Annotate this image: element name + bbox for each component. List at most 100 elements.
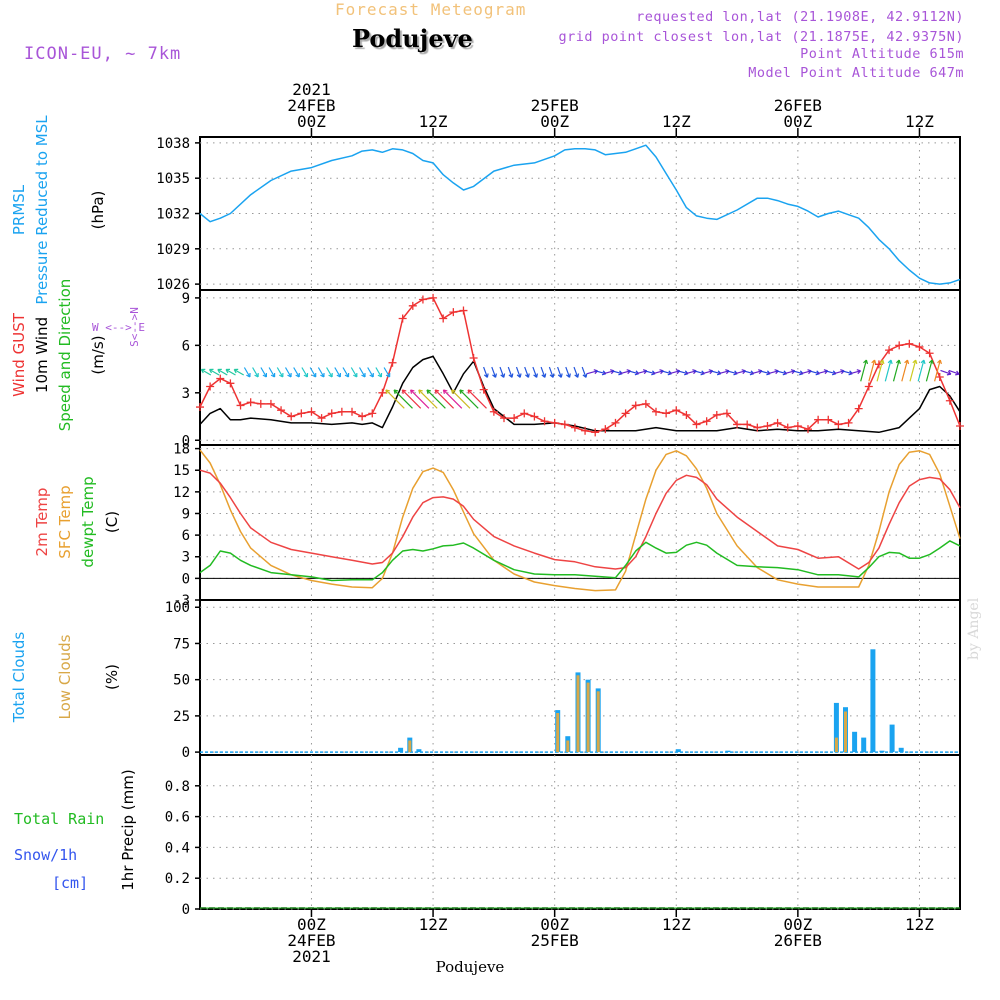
wind-arrow [868, 359, 877, 382]
gust-marker [449, 308, 458, 317]
wind-arrow [208, 368, 220, 376]
y-tick-label: 0 [182, 902, 190, 918]
wind-arrow [925, 359, 934, 382]
y-tick-label: 25 [173, 709, 190, 725]
gust-marker [702, 417, 711, 426]
y-tick-label: 0.6 [165, 810, 190, 826]
wind-arrow [784, 369, 796, 375]
wind-arrow [581, 366, 588, 378]
y-tick-label: 1029 [156, 242, 190, 258]
wind-arrow [233, 368, 245, 376]
wind-arrow [573, 366, 580, 378]
gust-marker [591, 428, 600, 437]
gust-marker [804, 425, 812, 434]
wind-arrow [816, 369, 829, 375]
compass-we: W <--> E [92, 321, 145, 334]
wind-arrow [252, 367, 259, 378]
y-tick-label: 100 [165, 600, 190, 616]
top-time-label: 2021 [292, 80, 331, 99]
low-cloud-bar [566, 740, 570, 753]
wind-arrow [385, 389, 405, 409]
wind-arrow [751, 369, 763, 375]
top-time-label: 26FEB [774, 96, 822, 115]
gust-marker [662, 409, 671, 418]
total-cloud-bar [852, 731, 858, 753]
gust-marker [216, 374, 225, 383]
wind-arrow [595, 370, 607, 376]
label-celsius: (C) [103, 511, 121, 533]
gust-marker [773, 418, 782, 427]
gust-marker [793, 422, 802, 431]
wind-arrow [693, 370, 705, 376]
y-tick-label: 15 [173, 463, 190, 479]
gust-marker [236, 401, 245, 410]
top-time-label: 24FEB [287, 96, 335, 115]
wind-arrow [334, 367, 341, 378]
wind-arrow [792, 370, 804, 376]
wind-arrow [940, 369, 952, 376]
wind-arrow [934, 359, 942, 382]
label-pressure-msl: Pressure Reduced to MSL [33, 115, 51, 305]
wind-arrow [418, 389, 438, 409]
bottom-time-label: 00Z [297, 915, 326, 934]
wind-arrow [342, 367, 350, 378]
gust-marker [854, 404, 863, 413]
pressure-line [199, 144, 961, 285]
label-prmsl: PRMSL [10, 184, 28, 235]
wind-arrow [685, 369, 697, 375]
label-2m-temp: 2m Temp [33, 488, 51, 557]
gust-marker [692, 420, 701, 429]
wind-arrow [718, 369, 730, 375]
label-dewpt-temp: dewpt Temp [79, 476, 97, 567]
gust-marker [287, 412, 296, 421]
gust-marker [500, 414, 508, 423]
gust-marker [581, 426, 590, 435]
gust-marker [510, 414, 519, 423]
gust-marker [297, 409, 306, 418]
gust-marker [570, 423, 579, 432]
wind-arrow [358, 367, 366, 378]
gridpoint-coords: grid point closest lon,lat (21.1875E, 42… [558, 29, 964, 45]
wind-arrow [375, 367, 383, 378]
total-cloud-bar [416, 749, 422, 753]
wind-arrow [767, 369, 779, 375]
low-cloud-bar [834, 737, 838, 753]
bottom-time-label: 12Z [419, 915, 448, 934]
panel-frame-5 [199, 754, 961, 910]
wind-arrow [276, 367, 284, 378]
gust-marker [925, 349, 934, 358]
wind-arrow [499, 366, 506, 378]
gust-marker [783, 423, 792, 432]
top-time-label: 00Z [540, 112, 569, 131]
gust-marker [763, 422, 772, 431]
gust-marker [631, 401, 640, 410]
y-tick-label: 0 [182, 571, 190, 587]
label-wind-gust: Wind GUST [10, 312, 28, 397]
gust-marker [560, 420, 569, 429]
gust-marker [743, 420, 752, 429]
gust-marker [277, 406, 286, 415]
gust-marker [753, 423, 762, 432]
y-tick-label: 0 [182, 745, 190, 761]
gust-marker [378, 388, 387, 397]
chart-title: Forecast Meteogram [335, 0, 527, 19]
sfc-temp-line [199, 449, 961, 592]
y-tick-label: 3 [182, 550, 190, 566]
wind-arrow [884, 359, 893, 382]
gust-marker [429, 293, 438, 302]
label-speed-direction: Speed and Direction [56, 279, 74, 432]
gust-marker [682, 410, 691, 419]
wind-arrow [892, 359, 901, 382]
total-cloud-bar [889, 724, 895, 753]
model-label: ICON-EU, ~ 7km [24, 44, 182, 64]
y-tick-label: 1035 [156, 171, 190, 187]
wind-arrow [901, 359, 910, 382]
panel-frame-2 [199, 289, 961, 446]
gust-marker [733, 420, 742, 429]
wind-arrow [507, 366, 514, 378]
top-time-label: 00Z [783, 112, 812, 131]
gust-marker [358, 412, 367, 421]
total-cloud-bar [398, 747, 404, 753]
gust-marker [348, 407, 356, 416]
